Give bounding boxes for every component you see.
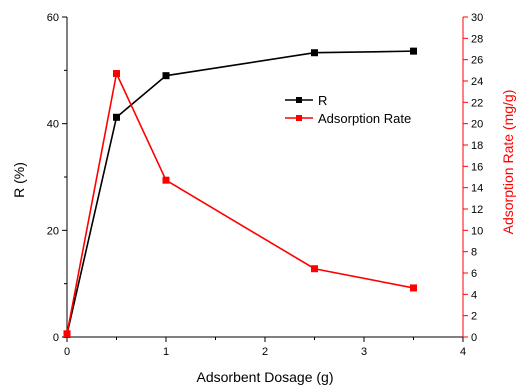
- x-tick-label: 4: [460, 346, 466, 358]
- y-right-tick-label: 30: [471, 12, 483, 24]
- x-tick-label: 1: [163, 346, 169, 358]
- y-axis-left-title: R (%): [11, 162, 27, 198]
- data-point-r: [162, 72, 170, 80]
- data-point-adsorption-rate: [311, 265, 318, 273]
- y-left-tick-label: 20: [47, 225, 59, 237]
- x-axis-ticks: 0 1 2 3 4: [64, 337, 466, 358]
- y-right-tick-label: 12: [471, 204, 483, 216]
- y-right-tick-label: 14: [471, 183, 483, 195]
- x-tick-label: 0: [64, 346, 70, 358]
- y-left-tick-label: 0: [53, 332, 59, 344]
- y-right-tick-label: 22: [471, 97, 483, 109]
- data-point-r: [410, 47, 417, 55]
- y-right-tick-label: 4: [471, 289, 477, 301]
- y-right-tick-label: 28: [471, 33, 483, 45]
- series-layer: [63, 47, 417, 338]
- legend-marker-r: [296, 97, 302, 103]
- plot-frame: [66, 17, 464, 338]
- x-tick-label: 2: [262, 346, 268, 358]
- legend-marker-adsorption-rate: [296, 115, 302, 121]
- data-point-adsorption-rate: [162, 176, 170, 184]
- y-right-tick-label: 24: [471, 76, 483, 88]
- x-tick-label: 3: [361, 346, 367, 358]
- y-right-tick-label: 6: [471, 268, 477, 280]
- y-right-tick-label: 18: [471, 140, 483, 152]
- y-right-tick-label: 0: [471, 332, 477, 344]
- y-right-tick-label: 26: [471, 55, 483, 67]
- y-left-tick-label: 40: [47, 119, 59, 131]
- legend-label-adsorption-rate: Adsorption Rate: [318, 111, 411, 126]
- y-right-tick-label: 8: [471, 247, 477, 259]
- data-point-adsorption-rate: [113, 70, 120, 78]
- data-point-adsorption-rate: [63, 330, 71, 338]
- legend-label-r: R: [318, 93, 327, 108]
- series-line-r: [66, 50, 414, 335]
- y-right-tick-label: 20: [471, 119, 483, 131]
- y-axis-right-title: Adsorption Rate (mg/g): [500, 90, 516, 235]
- legend: R Adsorption Rate: [285, 93, 411, 126]
- y-right-tick-label: 2: [471, 311, 477, 323]
- y-axis-left-ticks: 0 20 40 60: [47, 12, 67, 344]
- data-point-adsorption-rate: [410, 284, 417, 292]
- x-axis-title: Adsorbent Dosage (g): [197, 369, 334, 385]
- data-point-r: [311, 49, 318, 57]
- y-right-tick-label: 16: [471, 161, 483, 173]
- y-right-tick-label: 10: [471, 225, 483, 237]
- data-point-r: [113, 113, 120, 121]
- y-left-tick-label: 60: [47, 12, 59, 24]
